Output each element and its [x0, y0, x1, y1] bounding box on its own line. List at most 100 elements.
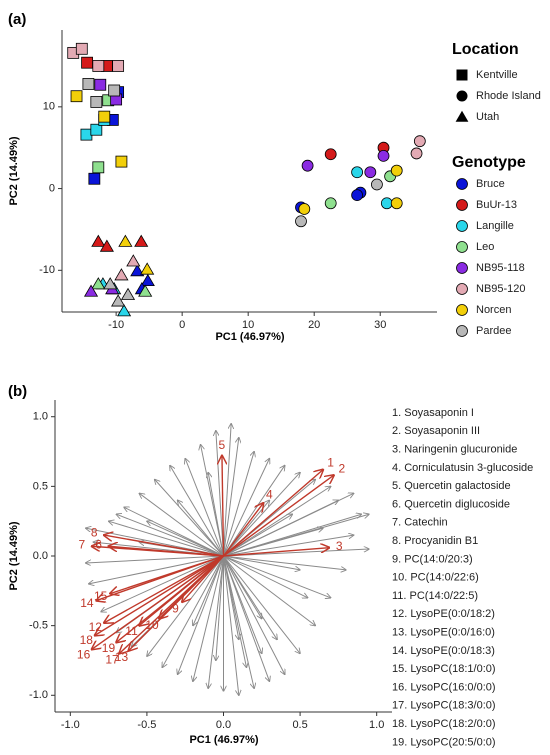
point — [108, 84, 121, 97]
legend-label: BuUr-13 — [476, 199, 517, 211]
loading-arrow — [223, 555, 255, 688]
arrow-label: 3 — [336, 539, 343, 553]
highlight-arrow — [104, 555, 224, 623]
point — [90, 96, 103, 108]
point — [126, 254, 141, 267]
loading-arrow — [223, 555, 301, 570]
legend-entry: 12. LysoPE(0:0/18:2) — [392, 608, 495, 620]
y-tick-label: -1.0 — [29, 689, 48, 701]
legend-entry: 3. Naringenin glucuronide — [392, 444, 517, 456]
loading-arrow — [147, 521, 224, 557]
loading-arrow — [223, 555, 347, 570]
highlight-arrow — [110, 555, 224, 594]
y-axis-title: PC2 (14.49%) — [8, 521, 20, 590]
loading-arrow — [223, 555, 239, 640]
legend-label: NB95-120 — [476, 283, 526, 295]
y-tick-label: 1.0 — [33, 411, 48, 423]
point — [324, 148, 337, 161]
point — [118, 234, 133, 247]
loading-arrow — [223, 555, 331, 598]
y-tick-label: -10 — [39, 264, 55, 276]
x-tick-label: 20 — [308, 319, 320, 331]
point — [390, 164, 403, 177]
loading-arrow — [223, 555, 270, 681]
legend-marker — [456, 304, 468, 316]
point — [134, 234, 149, 247]
legend-label: Norcen — [476, 304, 511, 316]
point — [301, 159, 314, 172]
legend-marker — [456, 283, 468, 295]
loading-arrow — [223, 555, 316, 626]
highlight-arrow — [92, 546, 224, 557]
loading-arrow — [178, 555, 224, 674]
loading-arrow — [216, 555, 224, 660]
arrow-label: 6 — [95, 538, 102, 552]
legend-title: Genotype — [452, 154, 526, 171]
loading-arrow — [155, 479, 224, 557]
point — [410, 147, 423, 160]
point — [80, 128, 93, 141]
point — [94, 78, 107, 91]
point — [70, 90, 83, 103]
legend-entry: 9. PC(14:0/20:3) — [392, 553, 473, 565]
legend-marker — [456, 90, 468, 102]
point — [91, 234, 106, 247]
point — [88, 172, 101, 185]
point — [75, 42, 88, 55]
point — [103, 277, 118, 290]
highlight-arrow — [223, 470, 324, 557]
highlight-arrow — [116, 555, 224, 642]
loading-arrow — [116, 514, 224, 557]
arrow-label: 7 — [78, 538, 85, 552]
legend-title: Location — [452, 41, 519, 58]
y-axis-title: PC2 (14.49%) — [8, 136, 20, 205]
arrow-label: 14 — [80, 596, 94, 610]
panel-label: (a) — [8, 11, 26, 28]
legend-entry: 1. Soyasaponin I — [392, 407, 474, 419]
arrow-label: 5 — [218, 438, 225, 452]
point — [116, 304, 132, 317]
arrow-label: 16 — [77, 647, 91, 661]
point — [98, 110, 111, 123]
loading-arrow — [223, 549, 370, 557]
legend-marker — [456, 241, 468, 253]
arrow-label: 18 — [80, 633, 94, 647]
legend-label: Bruce — [476, 178, 505, 190]
loading-arrow — [223, 555, 262, 654]
legend-entry: 17. LysoPC(18:3/0:0) — [392, 700, 496, 712]
loading-arrow — [223, 486, 331, 557]
highlight-arrow — [104, 535, 224, 557]
point — [351, 189, 364, 202]
highlight-arrow — [95, 555, 224, 635]
x-tick-label: 0.5 — [292, 719, 307, 731]
loading-arrow — [223, 459, 270, 557]
loading-arrow — [223, 514, 370, 557]
loading-arrow — [223, 555, 308, 598]
loading-arrow — [223, 555, 285, 674]
y-tick-label: 0.5 — [33, 480, 48, 492]
legend-entry: 7. Catechin — [392, 517, 448, 529]
legend-entry: 19. LysoPC(20:5/0:0) — [392, 736, 496, 748]
legend-entry: 10. PC(14:0/22:6) — [392, 572, 479, 584]
point — [413, 135, 426, 148]
x-tick-label: -10 — [108, 319, 124, 331]
legend-entry: 13. LysoPE(0:0/16:0) — [392, 627, 495, 639]
x-tick-label: 10 — [242, 319, 254, 331]
highlight-arrow — [222, 456, 224, 557]
legend-label: Leo — [476, 241, 494, 253]
arrow-label: 15 — [94, 589, 108, 603]
x-tick-label: 1.0 — [369, 719, 384, 731]
legend-marker — [456, 220, 468, 232]
highlight-arrow — [129, 555, 224, 651]
arrow-label: 4 — [266, 487, 273, 501]
point — [295, 215, 307, 228]
loading-arrow — [101, 555, 224, 612]
loading-arrow — [193, 555, 224, 681]
highlight-arrow — [223, 475, 334, 557]
x-tick-label: 30 — [374, 319, 386, 331]
legend-entry: 5. Quercetin galactoside — [392, 480, 511, 492]
y-tick-label: -0.5 — [29, 620, 48, 632]
point — [377, 149, 390, 162]
legend-label: Utah — [476, 111, 499, 123]
point — [298, 203, 311, 215]
